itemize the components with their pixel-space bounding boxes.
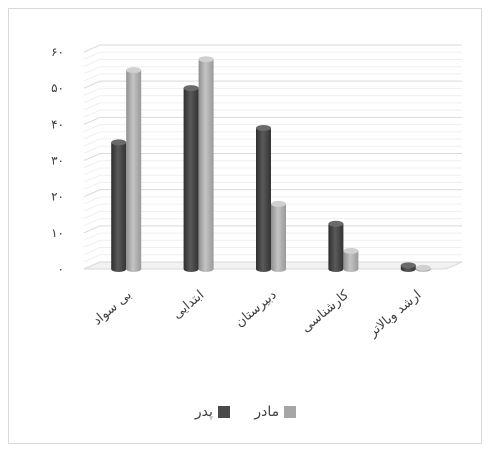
y-tick-label: ۲۰ — [51, 190, 64, 204]
gridline — [83, 153, 462, 161]
bar-father — [328, 220, 344, 272]
legend-item-mother: مادر — [254, 404, 297, 420]
y-tick-label: ۳۰ — [51, 154, 64, 168]
minor-gridline — [83, 124, 462, 133]
x-category-label: دبیرستان — [233, 287, 280, 330]
minor-gridline — [83, 196, 462, 205]
y-tick-label: ۰ — [58, 262, 64, 276]
gridline — [83, 116, 462, 125]
legend-label-mother: مادر — [254, 404, 280, 420]
bar-mother — [343, 247, 359, 272]
legend-label-father: پدر — [194, 404, 213, 420]
y-tick-label: ۵۰ — [51, 81, 64, 95]
minor-gridline — [83, 181, 462, 190]
minor-gridline — [83, 167, 462, 176]
y-tick-label: ۶۰ — [51, 45, 64, 59]
minor-gridline — [83, 109, 462, 118]
y-tick-label: ۴۰ — [51, 117, 64, 131]
gridline — [83, 44, 462, 53]
bar-mother — [126, 67, 142, 272]
bar-mother — [271, 200, 286, 272]
bar-mother — [198, 56, 214, 272]
minor-gridline — [83, 95, 462, 104]
x-category-label: کارشناسی — [299, 287, 353, 336]
legend-item-father: پدر — [195, 404, 230, 420]
bar-father — [256, 124, 271, 272]
minor-gridline — [83, 131, 462, 140]
minor-gridline — [83, 102, 462, 111]
minor-gridline — [83, 174, 462, 183]
bar-father — [183, 85, 199, 273]
x-category-label: ابتدایی — [170, 288, 207, 323]
gridline — [83, 189, 462, 198]
bar-father — [111, 139, 127, 272]
minor-gridline — [83, 58, 462, 67]
bar-father — [400, 262, 416, 272]
minor-gridline — [83, 145, 462, 154]
legend-swatch-mother — [284, 406, 297, 418]
gridline — [83, 80, 462, 89]
legend: پدر مادر — [0, 404, 491, 422]
x-category-label: ارشد وبالاتر — [365, 288, 424, 341]
legend-swatch-father — [217, 406, 230, 418]
minor-gridline — [83, 87, 462, 96]
minor-gridline — [83, 218, 462, 227]
bar-mother — [415, 264, 431, 272]
minor-gridline — [83, 138, 462, 147]
minor-gridline — [83, 203, 462, 212]
minor-gridline — [83, 51, 462, 60]
minor-gridline — [83, 160, 462, 169]
minor-gridline — [83, 210, 462, 219]
y-tick-label: ۱۰ — [51, 226, 64, 240]
minor-gridline — [83, 73, 462, 82]
x-category-label: بی سواد — [90, 288, 135, 329]
minor-gridline — [83, 66, 462, 75]
